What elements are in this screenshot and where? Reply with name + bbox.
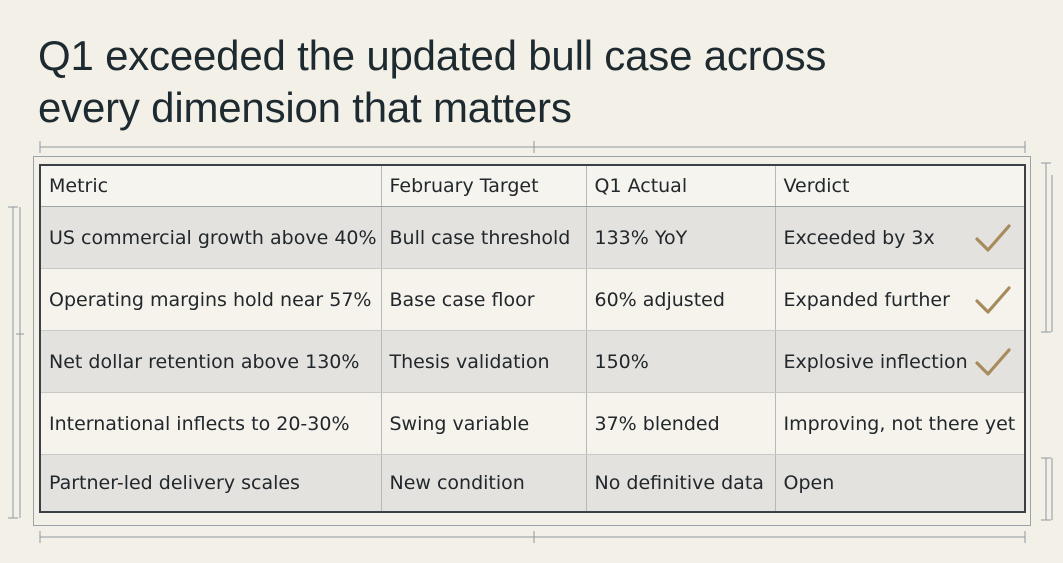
table-row: Operating margins hold near 57% Base cas… — [41, 268, 1024, 331]
cell-metric: International inflects to 20-30% — [41, 392, 381, 455]
cell-metric: Net dollar retention above 130% — [41, 330, 381, 393]
cell-verdict: Improving, not there yet — [774, 392, 1024, 455]
cell-metric: Operating margins hold near 57% — [41, 268, 381, 331]
table-outer-frame — [33, 156, 1031, 526]
verdict-text: Exceeded by 3x — [783, 226, 935, 249]
table-row: Net dollar retention above 130% Thesis v… — [41, 330, 1024, 393]
table-row: US commercial growth above 40% Bull case… — [41, 206, 1024, 269]
cell-target: Thesis validation — [380, 330, 586, 393]
cell-target: Base case floor — [380, 268, 586, 331]
cell-actual: No definitive data — [585, 454, 775, 511]
page-title: Q1 exceeded the updated bull case across… — [38, 30, 1038, 134]
verdict-text: Explosive inflection — [783, 350, 968, 373]
page-title-line-1: Q1 exceeded the updated bull case across — [38, 32, 827, 79]
cell-target: Bull case threshold — [380, 206, 586, 269]
table-header-row: Metric February Target Q1 Actual Verdict — [41, 166, 1024, 207]
header-verdict: Verdict — [774, 166, 1024, 207]
cell-target: Swing variable — [380, 392, 586, 455]
header-february-target: February Target — [380, 166, 586, 207]
comparison-table: Metric February Target Q1 Actual Verdict… — [39, 164, 1026, 513]
cell-actual: 37% blended — [585, 392, 775, 455]
header-metric: Metric — [41, 166, 381, 207]
header-q1-actual: Q1 Actual — [585, 166, 775, 207]
checkmark-icon — [975, 285, 1011, 314]
page-title-line-2: every dimension that matters — [38, 84, 572, 131]
cell-metric: Partner-led delivery scales — [41, 454, 381, 511]
cell-actual: 133% YoY — [585, 206, 775, 269]
cell-verdict: Explosive inflection — [774, 330, 1024, 393]
table-row: Partner-led delivery scales New conditio… — [41, 454, 1024, 511]
verdict-text: Expanded further — [783, 288, 950, 311]
cell-metric: US commercial growth above 40% — [41, 206, 381, 269]
table-row: International inflects to 20-30% Swing v… — [41, 392, 1024, 455]
cell-actual: 150% — [585, 330, 775, 393]
cell-verdict: Open — [774, 454, 1024, 511]
cell-target: New condition — [380, 454, 586, 511]
cell-verdict: Expanded further — [774, 268, 1024, 331]
checkmark-icon — [975, 347, 1011, 376]
checkmark-icon — [975, 223, 1011, 252]
cell-actual: 60% adjusted — [585, 268, 775, 331]
cell-verdict: Exceeded by 3x — [774, 206, 1024, 269]
